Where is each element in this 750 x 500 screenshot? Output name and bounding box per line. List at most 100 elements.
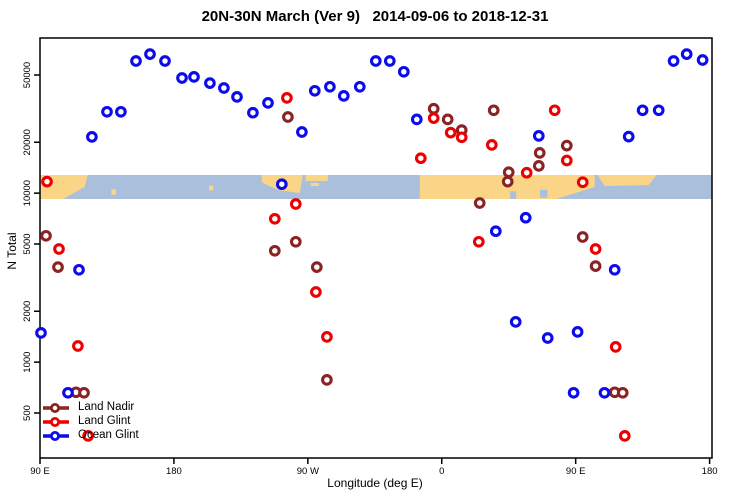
data-point (289, 235, 302, 248)
data-point (62, 386, 74, 399)
data-point (487, 104, 500, 117)
data-point (296, 126, 308, 138)
data-point (52, 261, 64, 273)
data-point (41, 175, 53, 188)
data-point (218, 82, 230, 94)
map-band-land (597, 175, 657, 186)
data-point (324, 80, 336, 93)
data-point (282, 111, 294, 123)
data-point (696, 54, 709, 66)
data-point (509, 316, 522, 328)
x-tick-label: 180 (702, 466, 718, 477)
data-point (410, 113, 423, 126)
data-point (608, 263, 621, 276)
data-point (598, 386, 611, 399)
data-point (414, 152, 427, 165)
data-point (176, 72, 188, 84)
data-point (589, 243, 602, 255)
data-point (281, 92, 293, 104)
x-tick-label: 180 (166, 466, 182, 477)
data-point (473, 197, 486, 209)
data-point (548, 104, 561, 117)
data-point (667, 55, 680, 67)
data-point (502, 166, 515, 179)
data-point (532, 130, 545, 142)
data-point (353, 80, 366, 93)
y-axis-label: N Total (5, 232, 19, 270)
data-point (78, 386, 90, 399)
data-point (231, 91, 243, 103)
data-point (40, 229, 52, 242)
data-point (308, 84, 321, 97)
data-point (247, 106, 259, 119)
y-tick-label: 2000 (22, 301, 33, 322)
data-point (188, 71, 200, 83)
data-point (268, 212, 281, 225)
data-point (485, 139, 498, 151)
data-point (444, 126, 457, 139)
data-point (472, 235, 485, 248)
data-point (204, 77, 216, 89)
data-point (321, 374, 333, 386)
x-tick-label: 0 (439, 466, 444, 477)
x-tick-label: 90 E (566, 466, 586, 477)
y-tick-label: 500 (22, 405, 33, 421)
data-point (501, 175, 514, 188)
data-point (441, 113, 454, 126)
data-point (101, 105, 113, 118)
data-point (268, 244, 281, 257)
chart-title: 20N-30N March (Ver 9) 2014-09-06 to 2018… (201, 8, 549, 25)
data-point (53, 243, 65, 255)
data-point (427, 112, 440, 124)
map-band-land (310, 182, 319, 186)
y-tick-label: 20000 (22, 129, 33, 155)
data-point (275, 178, 288, 191)
y-tick-label: 10000 (22, 180, 33, 206)
legend-item-land-nadir: Land Nadir (42, 400, 139, 414)
data-point (652, 104, 665, 117)
data-point (115, 105, 127, 118)
data-point (383, 55, 396, 67)
data-point (455, 131, 468, 144)
data-point (560, 139, 573, 152)
data-point (35, 327, 47, 339)
data-point (262, 97, 274, 109)
data-point (73, 263, 85, 276)
legend-marker-icon (43, 403, 69, 413)
data-point (337, 90, 350, 102)
data-point (130, 55, 142, 67)
data-point (289, 198, 302, 210)
x-axis-label: Longitude (deg E) (327, 476, 423, 490)
legend-marker-icon (43, 417, 69, 427)
land-nadir-marker-icon (42, 401, 72, 413)
data-point (82, 430, 94, 442)
data-point (310, 286, 322, 298)
data-point (616, 386, 629, 399)
data-point (86, 131, 98, 143)
legend-item-ocean-glint: Ocean Glint (42, 428, 139, 442)
data-point (520, 166, 533, 179)
plot-border (39, 37, 713, 459)
data-point (427, 102, 440, 115)
data-point (636, 104, 649, 117)
data-point (72, 340, 84, 352)
map-band-sea-notch (539, 189, 548, 198)
data-point (541, 332, 554, 344)
legend-item-land-glint: Land Glint (42, 414, 139, 428)
data-point (618, 430, 631, 442)
data-point (567, 386, 580, 399)
data-point (533, 147, 546, 159)
legend-label: Ocean Glint (78, 429, 139, 441)
data-point (532, 160, 545, 172)
data-point (571, 326, 584, 338)
data-point (609, 341, 622, 353)
map-band-sea-notch (510, 191, 517, 199)
data-point (144, 48, 156, 60)
data-point (576, 176, 589, 189)
legend-label: Land Glint (78, 415, 131, 427)
data-point (680, 48, 693, 60)
x-tick-label: 90 W (297, 466, 319, 477)
y-tick-label: 50000 (22, 62, 33, 88)
data-point (369, 55, 382, 67)
